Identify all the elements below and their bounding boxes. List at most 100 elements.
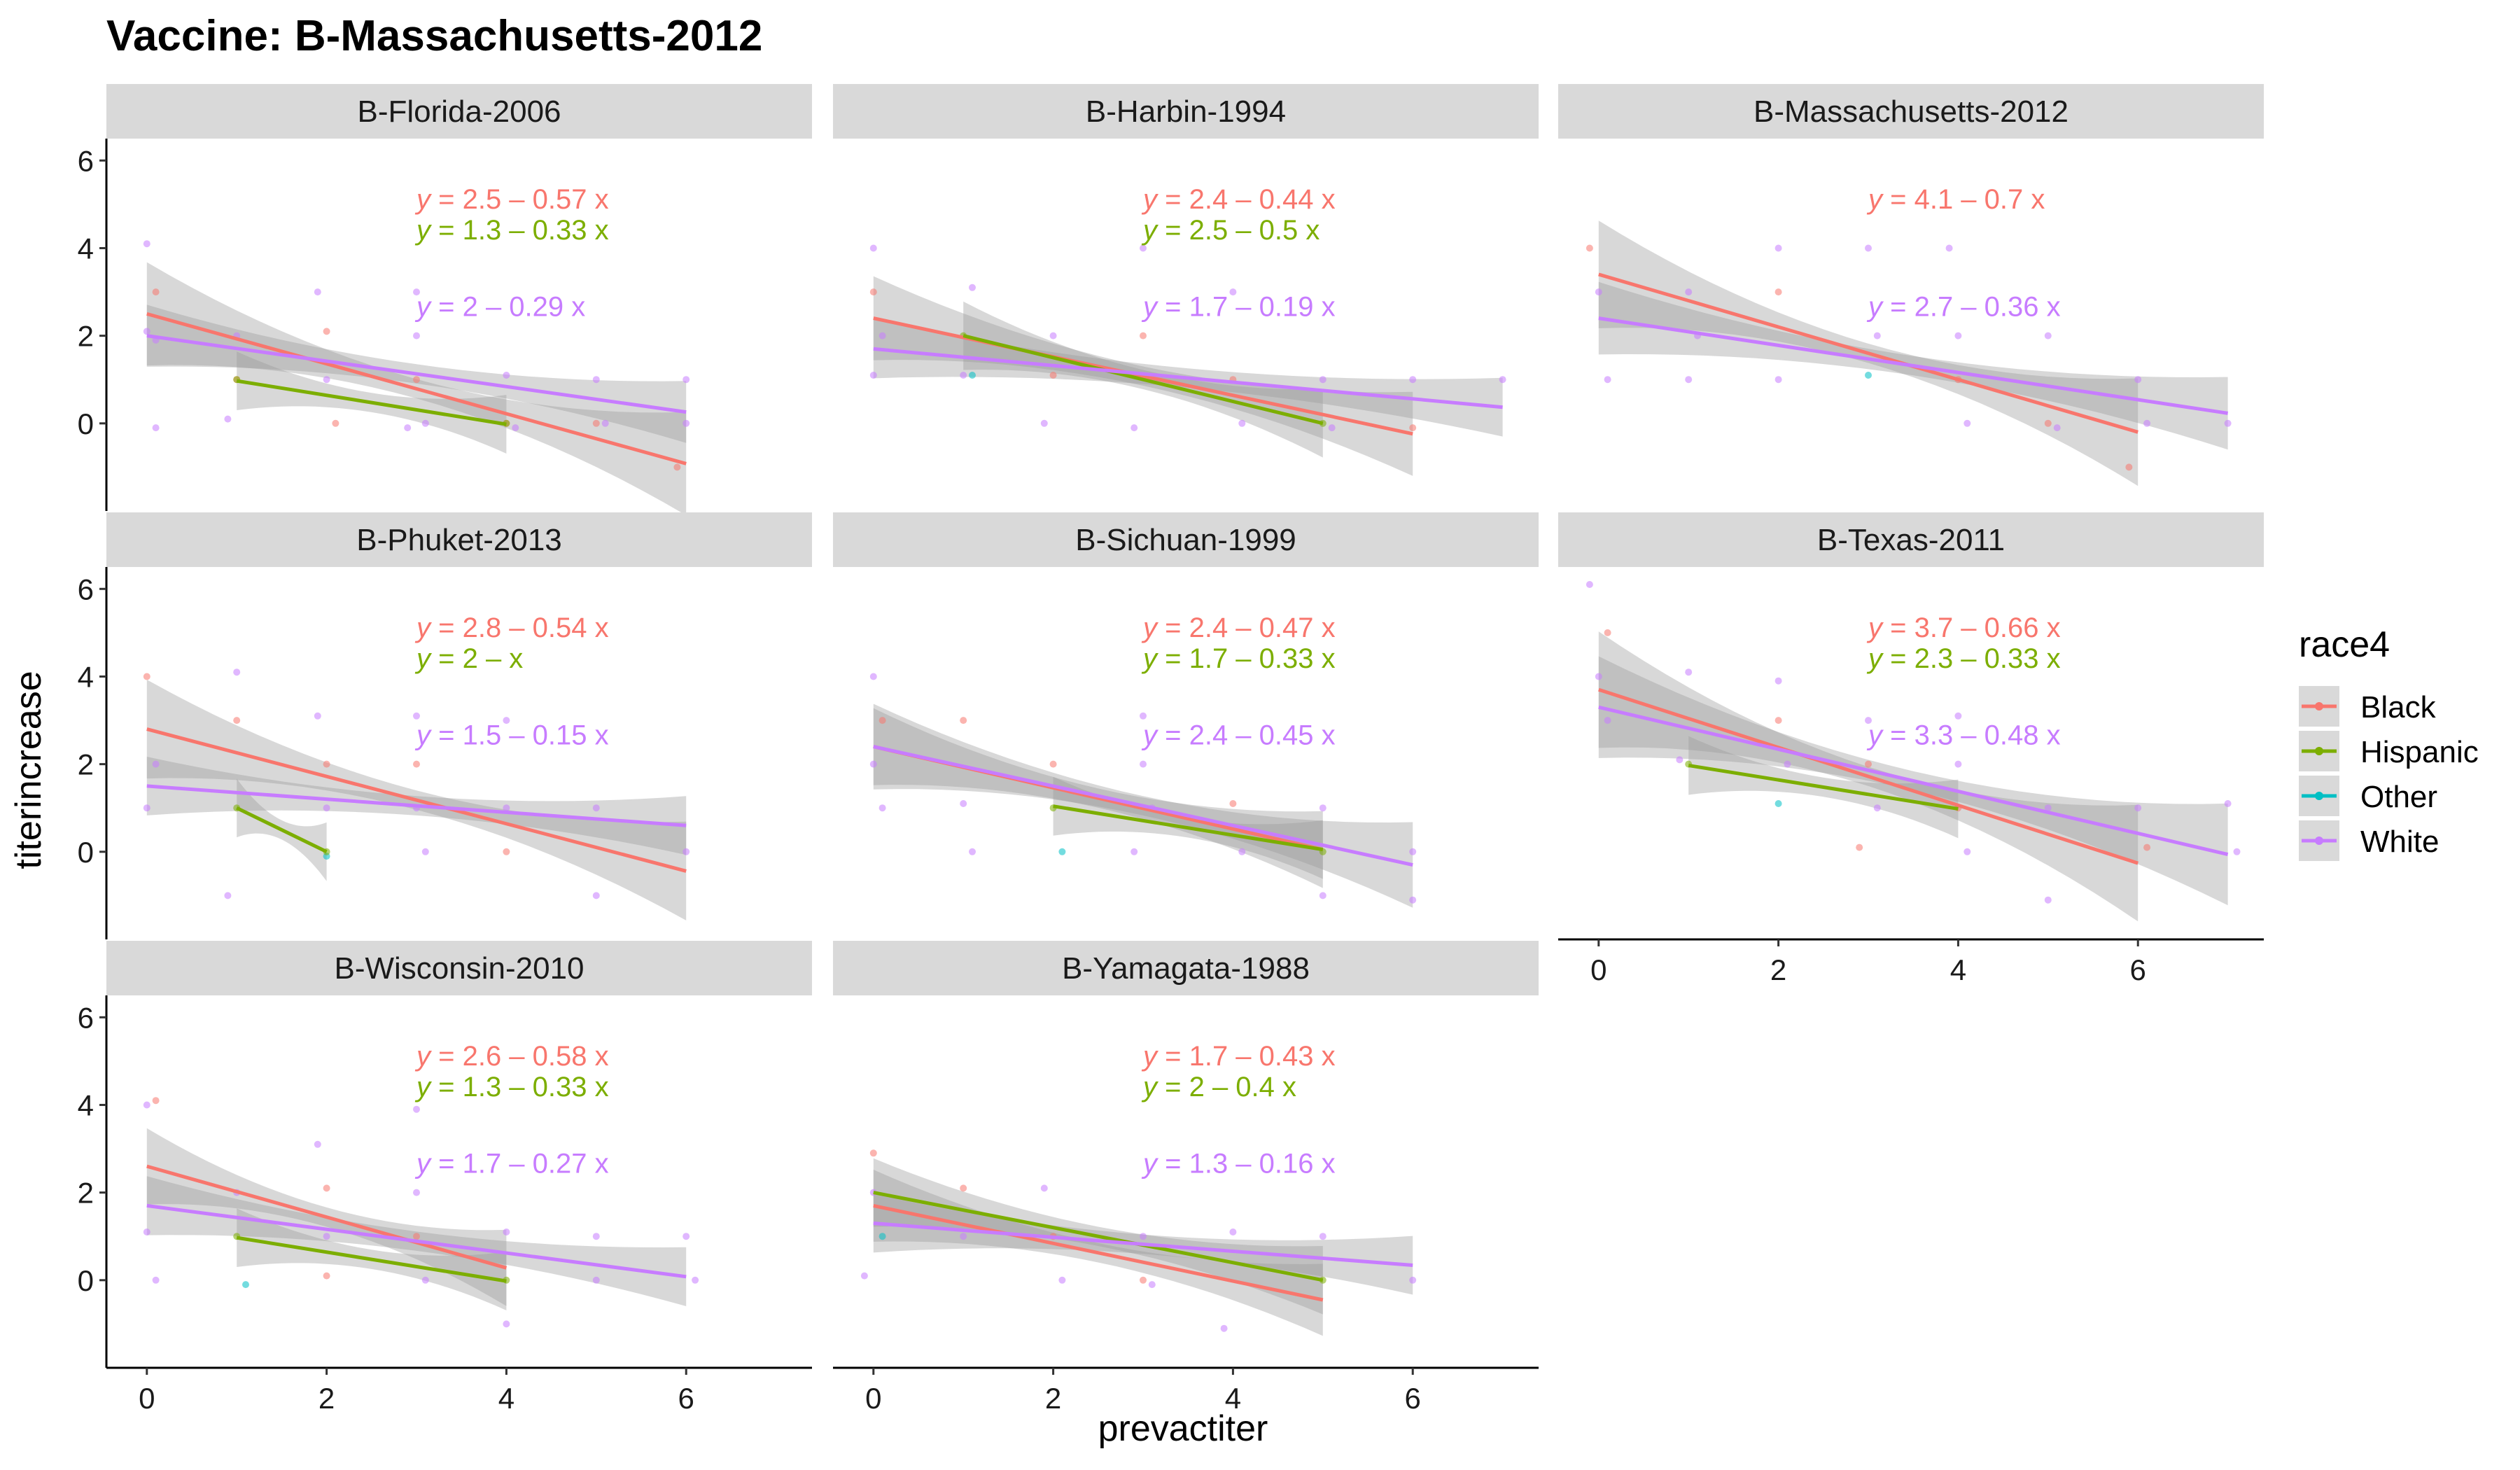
data-point [592, 892, 600, 899]
data-point [314, 1140, 321, 1148]
regression-equation: y = 1.7 – 0.19 x [1141, 291, 1336, 322]
equation-rhs: = 1.5 – 0.15 x [430, 720, 609, 750]
data-point [969, 372, 976, 379]
regression-equation: y = 2.7 – 0.36 x [1866, 291, 2061, 322]
strip-background [833, 512, 1539, 567]
data-point [1873, 332, 1881, 340]
equation-rhs: = 1.7 – 0.33 x [1157, 643, 1336, 674]
fit-line [236, 1236, 507, 1283]
data-point [1954, 332, 1962, 340]
y-tick-label: 2 [78, 320, 94, 353]
data-point [413, 376, 420, 384]
data-point [233, 668, 241, 676]
equation-y-symbol: y [1866, 643, 1884, 674]
fit-line [236, 806, 328, 854]
data-point [1058, 848, 1066, 855]
data-point [682, 419, 690, 427]
data-point [1328, 424, 1336, 432]
data-point [1148, 1281, 1156, 1289]
data-point [413, 1105, 420, 1113]
data-point [1140, 332, 1147, 340]
data-point [1595, 673, 1602, 680]
data-point [969, 848, 976, 855]
fit-line [1688, 764, 1959, 811]
equation-rhs: = 2 – 0.4 x [1157, 1072, 1296, 1102]
legend-label: Other [2360, 780, 2437, 814]
data-point [152, 1276, 160, 1284]
data-point [1784, 760, 1791, 768]
equation-rhs: = 2 – 0.29 x [430, 291, 585, 322]
data-point [2224, 419, 2232, 427]
strip-label: B-Yamagata-1988 [1062, 951, 1310, 986]
data-point [404, 424, 412, 432]
data-point [143, 240, 150, 248]
data-point [1140, 760, 1147, 768]
y-tick-label: 0 [78, 407, 94, 440]
data-point [503, 1228, 510, 1236]
data-point [1963, 419, 1971, 427]
regression-equation: y = 1.5 – 0.15 x [414, 720, 609, 750]
data-point [869, 372, 877, 379]
fit-line [873, 346, 1503, 410]
data-point [413, 288, 420, 296]
data-point [421, 848, 429, 855]
legend-label: Black [2360, 690, 2437, 724]
data-point [1319, 376, 1326, 384]
data-point [1865, 717, 1872, 724]
equation-rhs: = 2.3 – 0.33 x [1882, 643, 2061, 674]
strip-label: B-Massachusetts-2012 [1754, 94, 2068, 129]
data-point [1774, 376, 1782, 384]
strip-label: B-Harbin-1994 [1086, 94, 1286, 129]
regression-equation: y = 1.3 – 0.33 x [414, 215, 609, 246]
equation-rhs: = 2.7 – 0.36 x [1882, 291, 2061, 322]
equation-y-symbol: y [414, 720, 433, 750]
data-point [960, 800, 967, 807]
strip-background [106, 941, 812, 995]
data-point [1049, 332, 1057, 340]
data-point [1140, 244, 1147, 252]
data-point [323, 804, 330, 812]
x-axis-title: prevactiter [1098, 1408, 1268, 1449]
regression-equation: y = 1.7 – 0.33 x [1141, 643, 1336, 674]
fit-line [146, 312, 687, 465]
data-point [1319, 892, 1326, 899]
regression-equation: y = 2.4 – 0.45 x [1141, 720, 1336, 750]
data-point [421, 419, 429, 427]
x-tick-label: 2 [318, 1382, 335, 1415]
x-tick-label: 0 [139, 1382, 155, 1415]
equation-y-symbol: y [414, 1072, 433, 1102]
data-point [2125, 463, 2133, 471]
equation-rhs: = 2.4 – 0.44 x [1157, 184, 1336, 215]
data-point [421, 1276, 429, 1284]
data-point [1040, 419, 1048, 427]
equation-y-symbol: y [1141, 215, 1159, 246]
data-point [673, 463, 681, 471]
y-tick-label: 6 [78, 573, 94, 606]
data-point [1229, 288, 1237, 296]
data-point [1774, 677, 1782, 685]
data-point [592, 1233, 600, 1240]
fit-line [146, 1203, 687, 1279]
data-point [592, 1276, 600, 1284]
data-point [1220, 1324, 1228, 1332]
legend-key-point [2315, 747, 2323, 755]
regression-equation: y = 3.7 – 0.66 x [1866, 612, 2061, 643]
data-point [1774, 717, 1782, 724]
y-tick-label: 6 [78, 144, 94, 177]
regression-equation: y = 2.4 – 0.47 x [1141, 612, 1336, 643]
data-point [1865, 244, 1872, 252]
data-point [503, 717, 510, 724]
regression-equation: y = 2 – x [414, 643, 523, 674]
equation-y-symbol: y [1866, 720, 1884, 750]
fit-line [873, 1222, 1413, 1267]
y-tick-label: 4 [78, 1088, 94, 1121]
data-point [1499, 376, 1506, 384]
data-point [1774, 244, 1782, 252]
data-point [869, 244, 877, 252]
data-point [592, 804, 600, 812]
data-point [143, 804, 150, 812]
